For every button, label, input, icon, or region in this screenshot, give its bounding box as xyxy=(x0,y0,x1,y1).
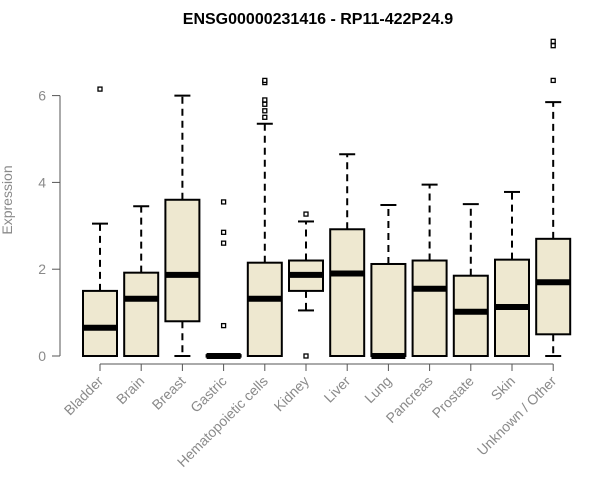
x-tick-label: Bladder xyxy=(61,373,107,419)
box-kidney xyxy=(288,211,324,359)
outlier-point xyxy=(262,77,268,84)
x-tick-label: Lung xyxy=(361,373,394,406)
box-bladder xyxy=(82,86,118,357)
box-body xyxy=(535,237,572,336)
box-skin xyxy=(494,190,530,358)
box-series xyxy=(82,38,572,359)
outlier-point xyxy=(220,229,227,235)
x-tick-label: Kidney xyxy=(271,373,313,415)
box-body xyxy=(370,262,407,358)
y-axis: 0 2 4 6 xyxy=(38,88,61,364)
x-tick-label: Skin xyxy=(488,373,519,404)
box-gastric xyxy=(205,199,242,359)
outlier-point xyxy=(262,108,268,114)
outlier-point xyxy=(303,211,309,217)
y-tick-label: 6 xyxy=(38,88,46,104)
box-pancreas xyxy=(411,183,448,357)
box-body xyxy=(164,198,201,323)
chart-title: ENSG00000231416 - RP11-422P24.9 xyxy=(183,11,454,28)
outlier-point xyxy=(220,199,227,205)
outlier-point xyxy=(550,38,556,44)
outlier-point xyxy=(97,86,103,92)
box-body xyxy=(246,261,283,357)
outlier-point xyxy=(550,77,556,84)
y-axis-label: Expression xyxy=(0,165,15,234)
box-body xyxy=(82,289,118,357)
outlier-point xyxy=(262,114,268,120)
box-brain xyxy=(123,205,160,357)
y-tick-label: 2 xyxy=(38,261,46,277)
box-unknown-other xyxy=(535,38,572,357)
outlier-point xyxy=(550,43,556,49)
outlier-point xyxy=(303,353,309,359)
box-body xyxy=(329,228,366,357)
outlier-point xyxy=(262,97,268,103)
box-liver xyxy=(329,153,366,357)
box-body xyxy=(452,274,489,357)
box-lung xyxy=(370,203,407,359)
x-tick-label: Brain xyxy=(113,373,147,407)
y-tick-label: 0 xyxy=(38,348,46,364)
x-tick-label: Breast xyxy=(149,373,189,413)
y-tick-label: 4 xyxy=(38,174,46,190)
box-breast xyxy=(164,94,201,357)
box-body xyxy=(411,259,448,357)
x-tick-label: Liver xyxy=(321,373,354,406)
outlier-point xyxy=(220,240,227,246)
outlier-point xyxy=(220,322,227,329)
outlier-point xyxy=(262,101,268,107)
box-hematopoietic-cells xyxy=(246,77,283,357)
box-prostate xyxy=(452,203,489,357)
box-body xyxy=(123,271,160,357)
x-tick-label: Prostate xyxy=(429,373,477,421)
